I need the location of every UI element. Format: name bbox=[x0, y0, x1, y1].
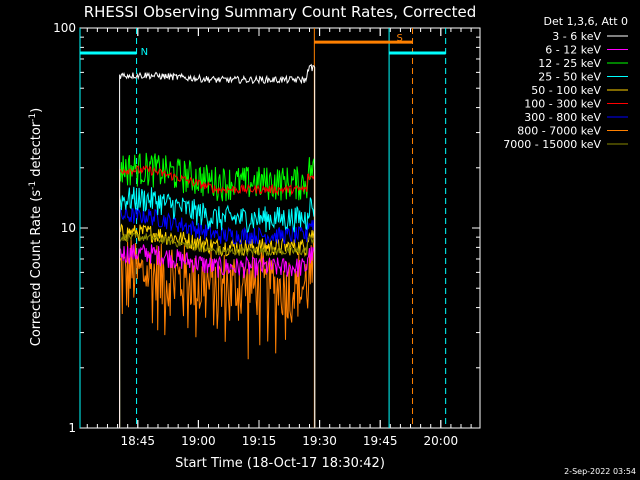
x-tick-label: 19:15 bbox=[242, 434, 277, 448]
legend-entry: 25 - 50 keV bbox=[538, 71, 601, 84]
legend-entry: 100 - 300 keV bbox=[524, 98, 601, 111]
series-line bbox=[119, 243, 316, 429]
series-line bbox=[119, 238, 316, 429]
y-axis-label: Corrected Count Rate (s-1 detector-1) bbox=[28, 108, 44, 346]
annotation-label: N bbox=[141, 47, 148, 58]
x-tick-label: 19:00 bbox=[181, 434, 216, 448]
y-tick-label: 1 bbox=[68, 421, 76, 435]
plot-area: 100 10 1 18:45 19:00 19:15 19:30 19:45 20:00 N S bbox=[53, 21, 481, 448]
y-tick-label: 10 bbox=[61, 221, 76, 235]
y-axis-label-mid: detector bbox=[29, 121, 44, 181]
annotation-label: S bbox=[397, 33, 403, 44]
legend-entry: 7000 - 15000 keV bbox=[503, 138, 601, 151]
y-axis-label-sup2: -1 bbox=[28, 113, 38, 122]
series-line bbox=[119, 186, 316, 429]
series-line bbox=[119, 152, 316, 429]
legend-entry: 800 - 7000 keV bbox=[517, 125, 601, 138]
x-tick-label: 18:45 bbox=[120, 434, 155, 448]
legend-entry: 300 - 800 keV bbox=[524, 111, 601, 124]
y-axis-label-end: ) bbox=[29, 108, 44, 113]
legend-entry: 3 - 6 keV bbox=[552, 30, 601, 43]
series-line bbox=[119, 63, 316, 429]
timestamp: 2-Sep-2022 03:54 bbox=[564, 467, 636, 476]
legend-entry: 12 - 25 keV bbox=[538, 57, 601, 70]
y-axis-label-sup: -1 bbox=[28, 181, 38, 190]
legend-entry: 50 - 100 keV bbox=[531, 84, 601, 97]
legend-title: Det 1,3,6, Att 0 bbox=[544, 15, 628, 28]
x-tick-label: 20:00 bbox=[424, 434, 459, 448]
series-line bbox=[119, 231, 316, 429]
legend-entry: 6 - 12 keV bbox=[545, 44, 601, 57]
series-line bbox=[119, 207, 316, 429]
y-axis-label-part: Corrected Count Rate (s bbox=[29, 190, 44, 347]
chart-title: RHESSI Observing Summary Count Rates, Co… bbox=[84, 3, 477, 21]
x-tick-label: 19:45 bbox=[363, 434, 398, 448]
x-axis-label: Start Time (18-Oct-17 18:30:42) bbox=[175, 456, 385, 471]
x-tick-label: 19:30 bbox=[302, 434, 337, 448]
series-line bbox=[119, 223, 316, 429]
y-tick-label: 100 bbox=[53, 21, 76, 35]
series-line bbox=[119, 164, 316, 429]
